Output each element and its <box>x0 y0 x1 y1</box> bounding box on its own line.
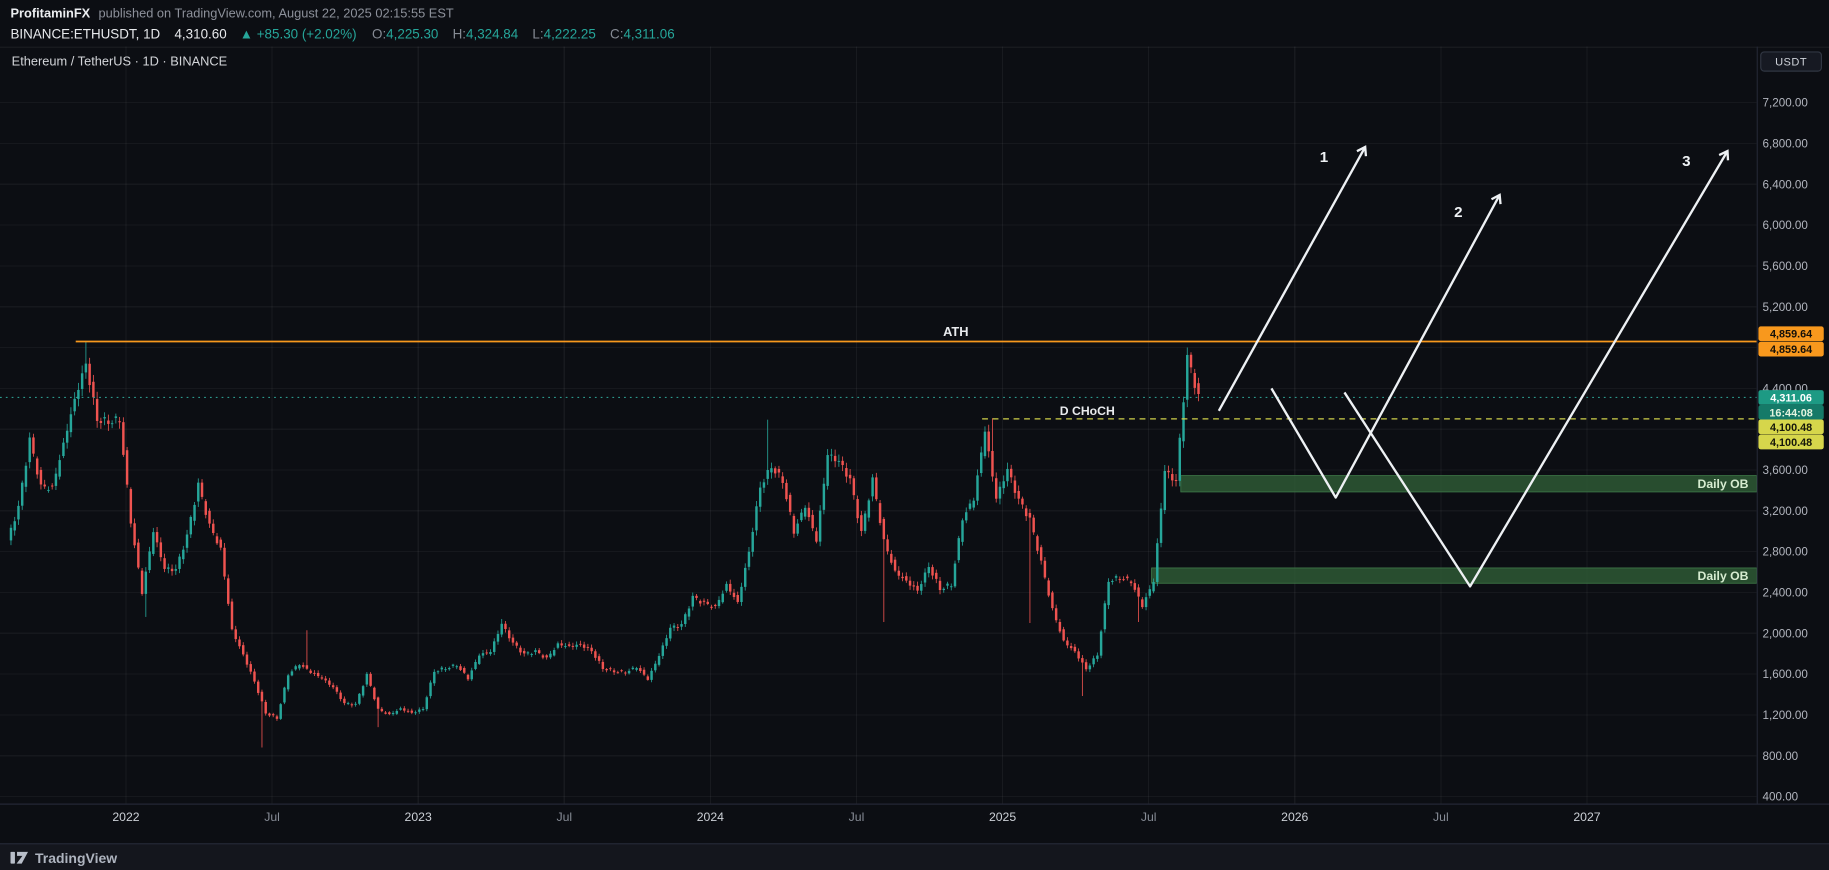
choch-label: D CHoCH <box>1060 404 1115 418</box>
price-badge <box>1758 390 1824 405</box>
price-axis-label: 1,600.00 <box>1763 668 1809 681</box>
price-change: ▲ +85.30 (+2.02%) <box>240 26 357 41</box>
ath-label: ATH <box>943 324 968 339</box>
open-value: 4,225.30 <box>386 26 438 41</box>
price-axis-label: 1,200.00 <box>1763 709 1809 722</box>
time-axis-month-label: Jul <box>849 810 865 824</box>
order-block-label: Daily OB <box>1698 477 1749 491</box>
currency-button-background[interactable] <box>1760 51 1823 72</box>
price-axis-label: 2,800.00 <box>1763 546 1809 559</box>
publish-bar: ProfitaminFX published on TradingView.co… <box>10 5 453 20</box>
price-badge <box>1758 405 1824 420</box>
time-axis[interactable]: 2022 Jul 2023 Jul 2024 Jul 2025 Jul 2026 Jul 2027 <box>112 810 1600 824</box>
close-value: 4,311.06 <box>623 26 674 41</box>
price-axis-badges: 4,859.64 4,859.64 4,311.06 16:44:08 4,100.48… <box>1758 326 1824 450</box>
tradingview-wordmark[interactable]: TradingView <box>35 850 117 866</box>
candlestick-series <box>9 341 1200 748</box>
price-axis-label: 800.00 <box>1763 750 1799 763</box>
price-badge <box>1758 419 1824 435</box>
price-axis-label: 6,400.00 <box>1763 178 1809 191</box>
price-axis-label: 3,200.00 <box>1763 505 1809 518</box>
time-axis-year-label: 2026 <box>1281 810 1308 824</box>
price-axis[interactable]: 7,200.00 6,800.00 6,400.00 6,000.00 5,600.00… <box>1763 97 1809 804</box>
price-axis-label: 6,800.00 <box>1763 138 1809 151</box>
high-value: 4,324.84 <box>466 26 519 41</box>
time-axis-month-label: Jul <box>1141 810 1157 824</box>
time-axis-year-label: 2027 <box>1573 810 1600 824</box>
price-axis-label: 7,200.00 <box>1763 97 1809 110</box>
chart-title: Ethereum / TetherUS · 1D · BINANCE <box>12 53 228 68</box>
scenario-arrow-label-3: 3 <box>1682 153 1690 170</box>
logo-bar <box>10 851 15 864</box>
price-badge <box>1758 434 1824 450</box>
time-axis-month-label: Jul <box>264 810 280 824</box>
scenario-arrow-2[interactable] <box>1270 193 1502 499</box>
footer-bar <box>0 843 1829 870</box>
price-badge-text: 4,311.06 <box>1770 392 1812 404</box>
time-axis-month-label: Jul <box>556 810 572 824</box>
symbol-info-bar: BINANCE:ETHUSDT, 1D 4,310.60 ▲ +85.30 (+… <box>10 26 674 41</box>
low-value: 4,222.25 <box>544 26 596 41</box>
scenario-arrow-1[interactable] <box>1217 145 1368 412</box>
scenario-arrow-3[interactable] <box>1343 149 1730 588</box>
time-axis-year-label: 2023 <box>405 810 432 824</box>
time-axis-year-label: 2024 <box>697 810 724 824</box>
price-badge-text: 4,859.64 <box>1770 329 1812 341</box>
time-axis-month-label: Jul <box>1433 810 1449 824</box>
price-axis-label: 2,400.00 <box>1763 587 1809 600</box>
currency-toggle-button[interactable]: USDT <box>1760 51 1823 72</box>
author-name: ProfitaminFX <box>10 5 90 20</box>
order-block-label: Daily OB <box>1698 569 1749 583</box>
high-label: H: <box>453 26 466 41</box>
price-axis-label: 2,000.00 <box>1763 627 1809 640</box>
order-block-zone-2[interactable] <box>1151 567 1758 584</box>
last-price: 4,310.60 <box>174 26 226 41</box>
time-axis-year-label: 2022 <box>112 810 139 824</box>
price-axis-label: 400.00 <box>1763 791 1799 804</box>
price-badge-text: 4,859.64 <box>1770 344 1812 356</box>
low-label: L: <box>532 26 543 41</box>
price-axis-label: 5,200.00 <box>1763 301 1809 314</box>
order-block-zone-1[interactable] <box>1180 475 1758 493</box>
price-badge <box>1758 341 1824 357</box>
price-badge-text: 4,100.48 <box>1770 422 1812 434</box>
time-axis-year-label: 2025 <box>989 810 1016 824</box>
scenario-arrow-label-1: 1 <box>1320 149 1328 166</box>
horizontal-line-drawings[interactable]: ATH D CHoCH <box>0 324 1757 420</box>
open-label: O: <box>372 26 386 41</box>
currency-button-label: USDT <box>1775 56 1807 68</box>
close-label: C: <box>610 26 623 41</box>
price-badge-text: 16:44:08 <box>1769 407 1812 419</box>
price-axis-label: 5,600.00 <box>1763 260 1809 273</box>
scenario-arrows[interactable]: 1 2 3 <box>1217 145 1730 588</box>
symbol-name: BINANCE:ETHUSDT, 1D <box>10 26 160 41</box>
price-badge <box>1758 326 1824 342</box>
chart-plot-area[interactable] <box>0 47 1757 804</box>
logo-seven <box>16 851 28 864</box>
grid-lines <box>0 46 1757 804</box>
publish-info: published on TradingView.com, August 22,… <box>98 5 453 20</box>
price-axis-label: 6,000.00 <box>1763 219 1809 232</box>
price-axis-label: 3,600.00 <box>1763 464 1809 477</box>
tradingview-logo-icon[interactable] <box>10 851 28 864</box>
scenario-arrow-label-2: 2 <box>1454 204 1462 221</box>
price-badge-text: 4,100.48 <box>1770 437 1812 449</box>
